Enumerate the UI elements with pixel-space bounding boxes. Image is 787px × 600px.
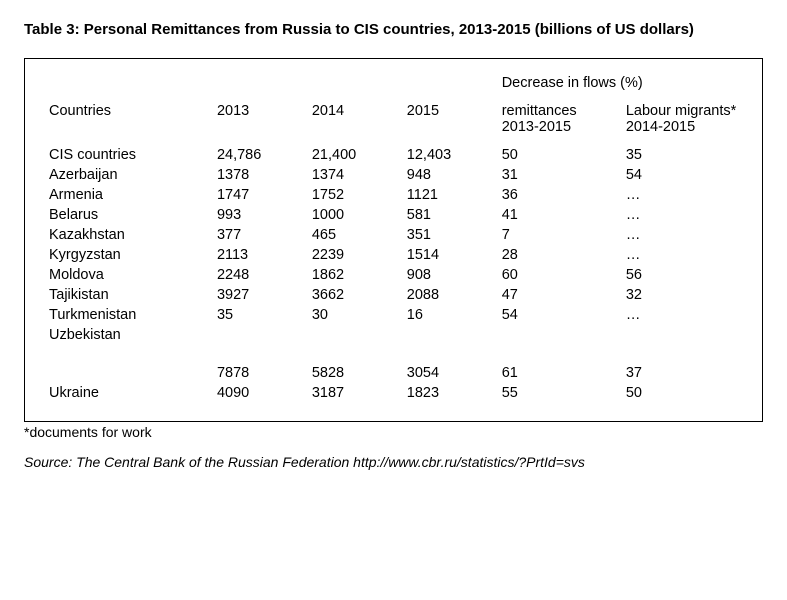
cell-country: Ukraine [43,383,211,403]
cell-labour: 50 [620,383,744,403]
cell-2013: 3927 [211,285,306,305]
header-2013: 2013 [211,97,306,145]
cell-2014: 3662 [306,285,401,305]
cell-remit: 7 [496,225,620,245]
cell-country [43,363,211,383]
cell-2015: 351 [401,225,496,245]
cell-2013: 2248 [211,265,306,285]
table-row: Armenia 1747 1752 1121 36 … [43,185,744,205]
remittances-table: Decrease in flows (%) Countries 2013 201… [43,71,744,403]
cell-2013: 1378 [211,165,306,185]
cell-2015: 12,403 [401,145,496,165]
cell-remit: 28 [496,245,620,265]
cell-2013: 993 [211,205,306,225]
table-row: Turkmenistan 35 30 16 54 … [43,305,744,325]
cell-2014: 2239 [306,245,401,265]
table-container: Decrease in flows (%) Countries 2013 201… [24,58,763,422]
table-title: Table 3: Personal Remittances from Russi… [24,20,763,40]
cell-country: Turkmenistan [43,305,211,325]
cell-remit: 31 [496,165,620,185]
cell-remit: 41 [496,205,620,225]
cell-country: Tajikistan [43,285,211,305]
cell-remit: 36 [496,185,620,205]
cell-2014 [306,325,401,345]
cell-country: Azerbaijan [43,165,211,185]
cell-2013: 377 [211,225,306,245]
cell-2015: 3054 [401,363,496,383]
cell-2014: 465 [306,225,401,245]
cell-remit: 47 [496,285,620,305]
cell-remit: 54 [496,305,620,325]
cell-labour: … [620,225,744,245]
cell-labour: … [620,205,744,225]
header-2015: 2015 [401,97,496,145]
cell-2014: 1374 [306,165,401,185]
cell-country: Kazakhstan [43,225,211,245]
table-row: Kazakhstan 377 465 351 7 … [43,225,744,245]
cell-2013: 35 [211,305,306,325]
cell-labour: 54 [620,165,744,185]
cell-2014: 1752 [306,185,401,205]
cell-2015: 581 [401,205,496,225]
table-row: Uzbekistan [43,325,744,345]
cell-remit: 55 [496,383,620,403]
cell-2015: 2088 [401,285,496,305]
cell-2014: 30 [306,305,401,325]
header-remittances: remittances 2013-2015 [496,97,620,145]
table-row: Belarus 993 1000 581 41 … [43,205,744,225]
cell-labour: … [620,245,744,265]
table-row: Azerbaijan 1378 1374 948 31 54 [43,165,744,185]
cell-labour [620,325,744,345]
cell-labour: 32 [620,285,744,305]
header-decrease-group: Decrease in flows (%) [496,71,744,97]
cell-2013: 7878 [211,363,306,383]
cell-country: Kyrgyzstan [43,245,211,265]
cell-country: Moldova [43,265,211,285]
cell-labour: 37 [620,363,744,383]
cell-remit [496,325,620,345]
cell-country: CIS countries [43,145,211,165]
cell-2013: 24,786 [211,145,306,165]
cell-country: Armenia [43,185,211,205]
cell-labour: … [620,305,744,325]
cell-2014: 21,400 [306,145,401,165]
cell-2014: 3187 [306,383,401,403]
cell-2015: 908 [401,265,496,285]
header-labour: Labour migrants* 2014-2015 [620,97,744,145]
cell-2015: 1823 [401,383,496,403]
source-line: Source: The Central Bank of the Russian … [24,454,763,470]
cell-2014: 1862 [306,265,401,285]
table-row: CIS countries 24,786 21,400 12,403 50 35 [43,145,744,165]
cell-labour: 35 [620,145,744,165]
cell-remit: 60 [496,265,620,285]
table-row: 7878 5828 3054 61 37 [43,363,744,383]
table-row: Kyrgyzstan 2113 2239 1514 28 … [43,245,744,265]
table-row: Tajikistan 3927 3662 2088 47 32 [43,285,744,305]
header-row-group: Decrease in flows (%) [43,71,744,97]
cell-2015: 1514 [401,245,496,265]
cell-labour: 56 [620,265,744,285]
table-row: Ukraine 4090 3187 1823 55 50 [43,383,744,403]
cell-labour: … [620,185,744,205]
cell-2015: 16 [401,305,496,325]
cell-2013: 2113 [211,245,306,265]
cell-2015 [401,325,496,345]
header-row-columns: Countries 2013 2014 2015 remittances 201… [43,97,744,145]
table-row: Moldova 2248 1862 908 60 56 [43,265,744,285]
cell-2014: 5828 [306,363,401,383]
cell-country: Uzbekistan [43,325,211,345]
cell-2013: 1747 [211,185,306,205]
cell-2015: 948 [401,165,496,185]
cell-remit: 50 [496,145,620,165]
cell-country: Belarus [43,205,211,225]
spacer-row [43,345,744,363]
cell-remit: 61 [496,363,620,383]
cell-2014: 1000 [306,205,401,225]
header-countries: Countries [43,97,211,145]
cell-2013 [211,325,306,345]
cell-2013: 4090 [211,383,306,403]
footnote: *documents for work [24,424,763,440]
cell-2015: 1121 [401,185,496,205]
header-2014: 2014 [306,97,401,145]
